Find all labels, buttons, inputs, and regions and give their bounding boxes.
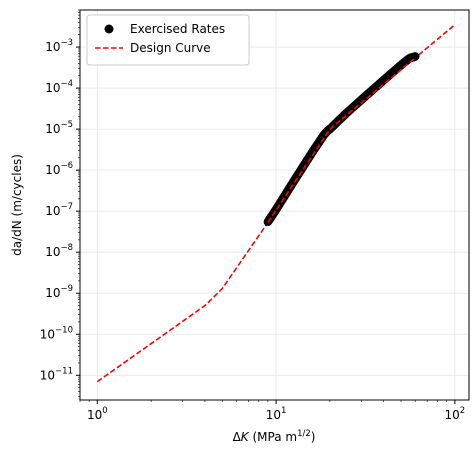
plot-area-frame (79, 9, 470, 401)
y-tick-label: 10−9 (45, 284, 73, 300)
y-tick-label: 10−7 (45, 202, 73, 218)
x-tick-label: 100 (87, 406, 108, 422)
y-tick-label: 10−11 (40, 366, 73, 382)
exercised-rate-point (410, 52, 420, 61)
y-tick-label: 10−3 (45, 38, 73, 54)
legend-label-design-curve: Design Curve (130, 41, 211, 55)
x-tick-label: 101 (266, 406, 287, 422)
design-curve-overlay (267, 57, 416, 223)
x-tick-label: 102 (444, 406, 465, 422)
y-axis-label: da/dN (m/cycles) (10, 154, 24, 256)
y-tick-label: 10−6 (45, 161, 73, 177)
y-tick-label: 10−8 (45, 243, 73, 259)
exercised-rates-series (263, 52, 420, 227)
legend-box (86, 14, 250, 66)
legend: Exercised Rates Design Curve (86, 14, 250, 66)
y-axis: 10−11 10−10 10−9 10−8 10−7 10−6 10−5 10−4 10−3 (40, 9, 80, 398)
x-axis: 100 101 102 (79, 400, 465, 422)
legend-marker-exercised-rates (104, 24, 114, 34)
y-tick-label: 10−4 (45, 79, 73, 95)
x-axis-label: ΔK (MPa m1/2) (233, 429, 316, 444)
design-curve-line (96, 24, 456, 383)
design-curve-series (96, 24, 456, 383)
y-tick-label: 10−5 (45, 120, 73, 136)
y-tick-label: 10−10 (40, 325, 73, 341)
legend-label-exercised-rates: Exercised Rates (130, 22, 225, 36)
